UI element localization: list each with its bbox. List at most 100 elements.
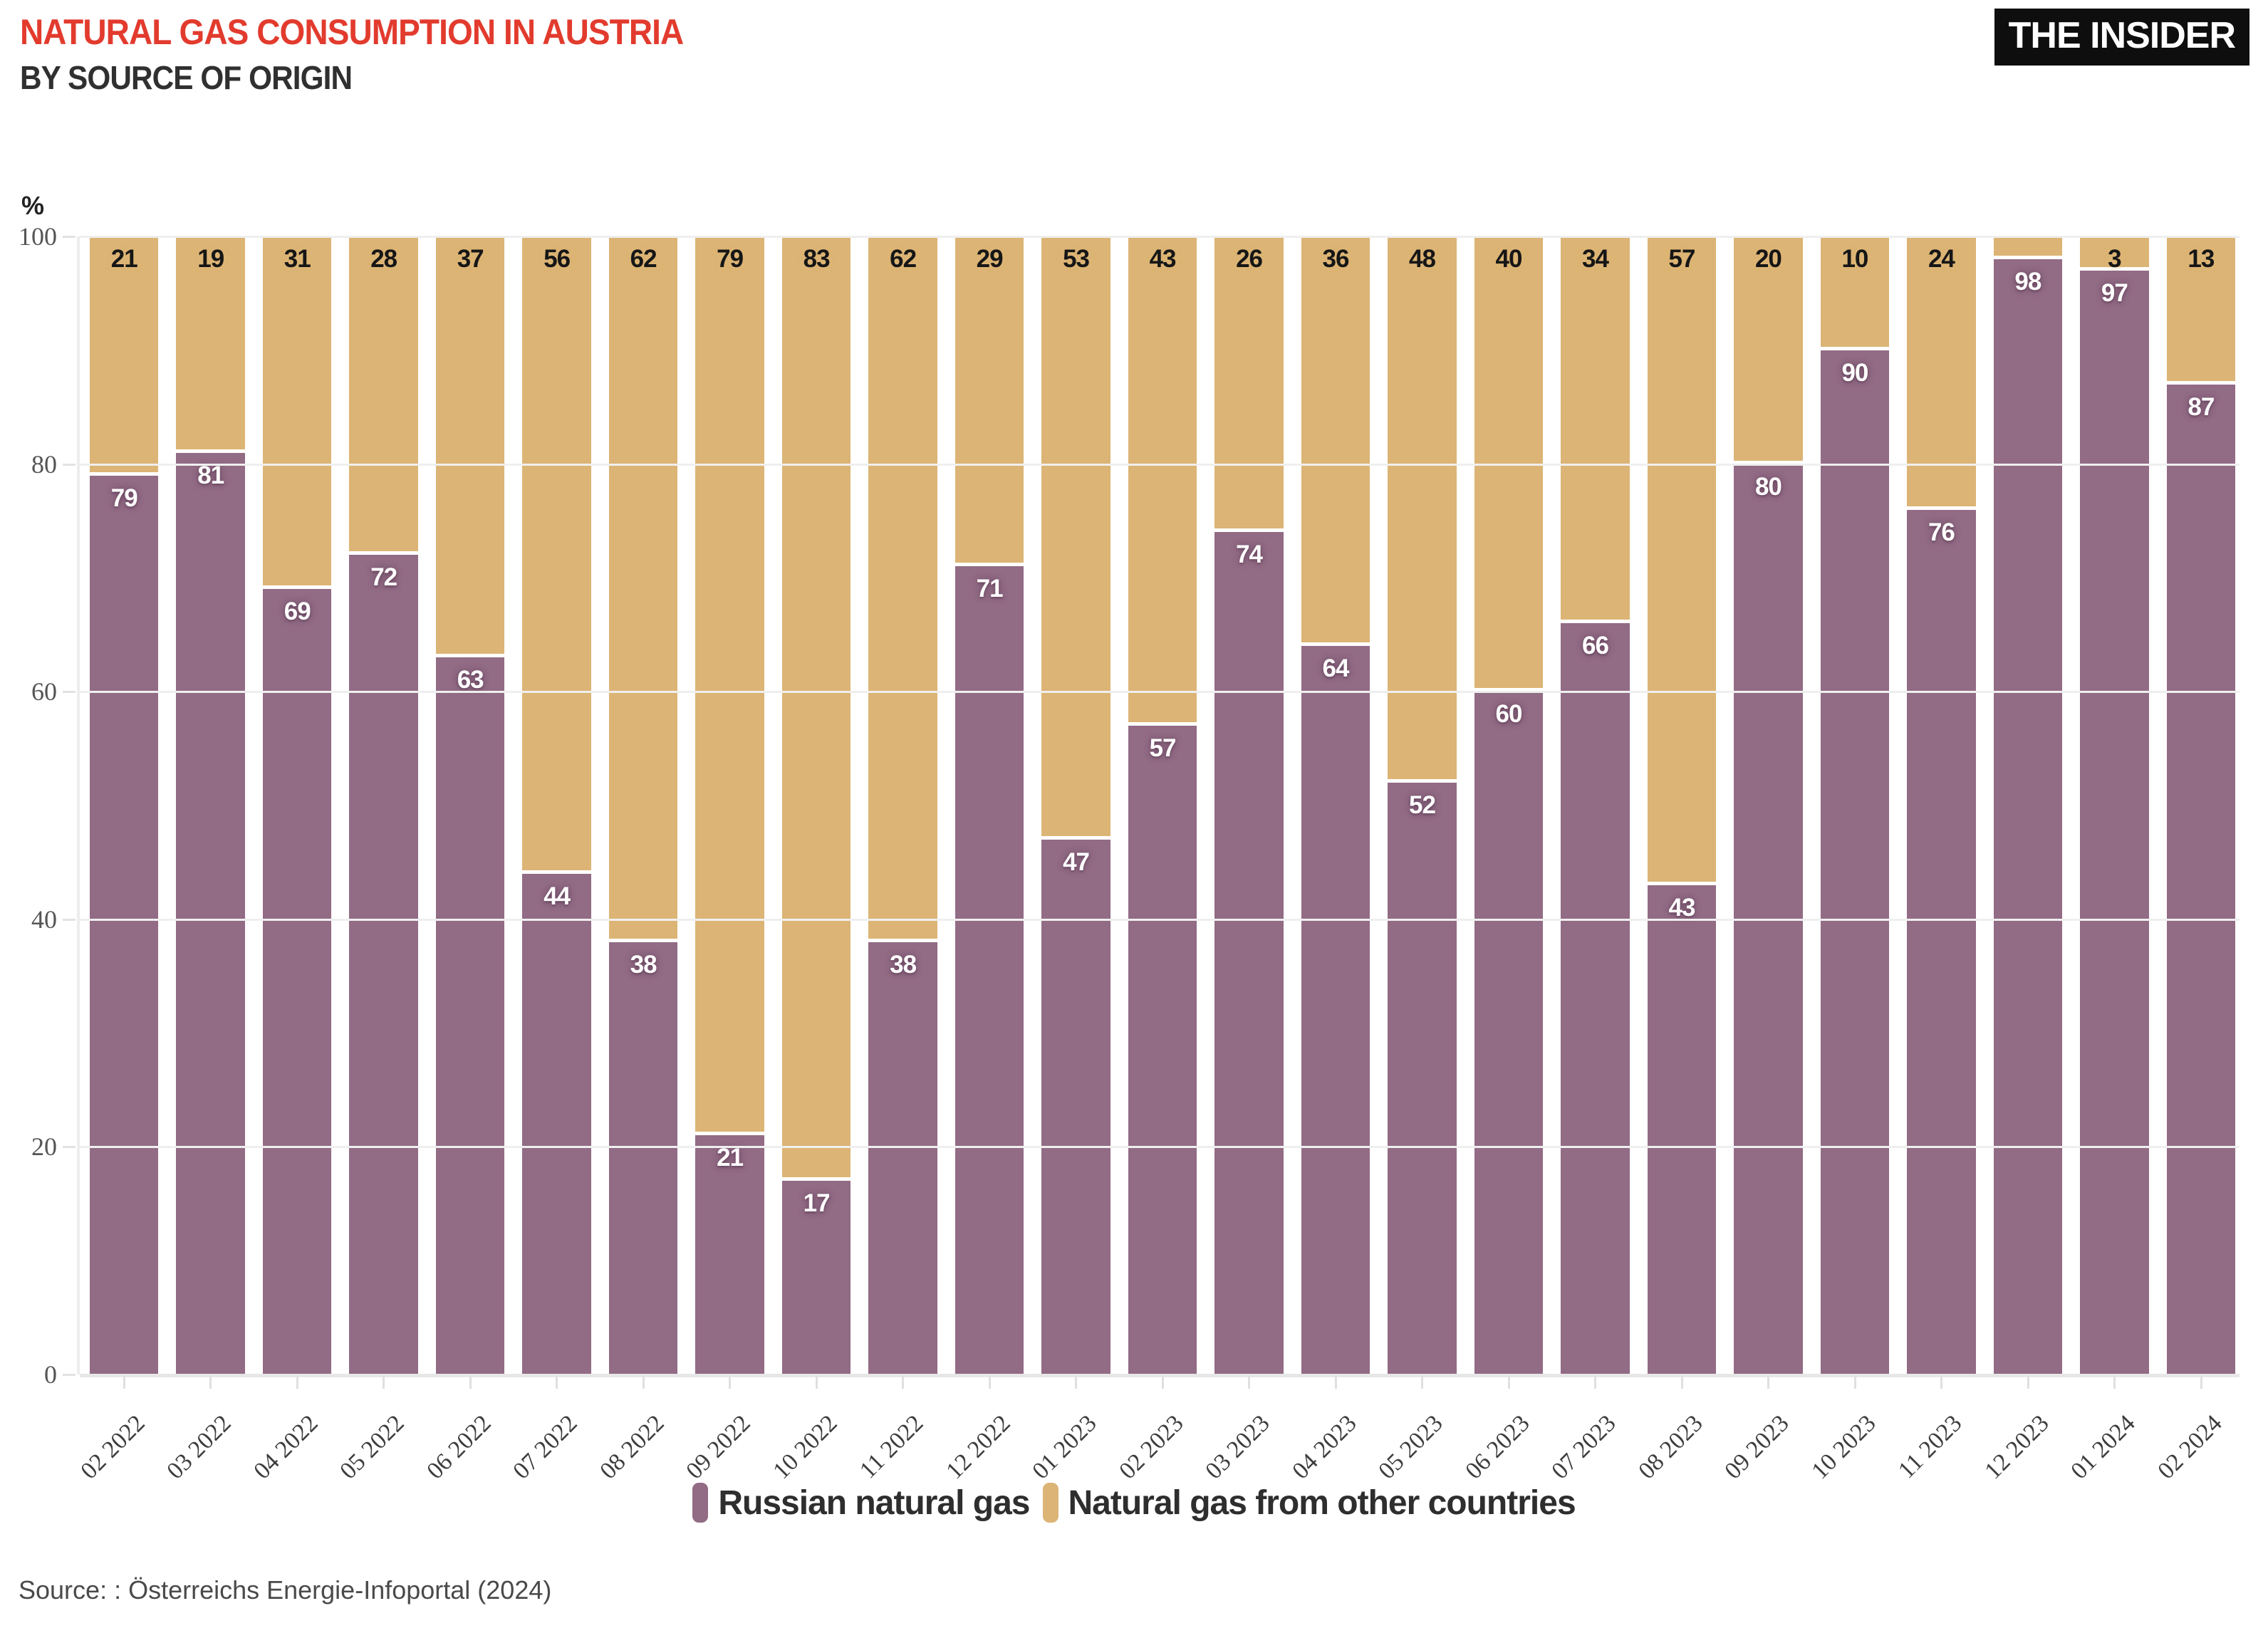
value-label-russian: 69 (284, 598, 311, 626)
bar-segment-other-countries: 62 (868, 236, 937, 942)
bar-group: 34 66 (1561, 236, 1630, 1374)
value-label-other: 37 (457, 245, 484, 273)
value-label-russian: 43 (1668, 893, 1695, 922)
x-tick-mark (989, 1376, 991, 1389)
value-label-russian: 98 (2014, 267, 2041, 296)
gridline (80, 1146, 2240, 1149)
bar-group: 10 90 (1820, 236, 1890, 1374)
bar-segment-russian: 74 (1214, 532, 1284, 1374)
x-tick-mark (1508, 1376, 1510, 1389)
x-tick-mark (209, 1376, 212, 1389)
bar-segment-russian: 71 (954, 566, 1024, 1374)
value-label-other: 83 (803, 245, 831, 273)
y-tick-mark (63, 463, 76, 466)
value-label-russian: 81 (197, 461, 224, 489)
x-tick-label: 06 2023 (1460, 1410, 1535, 1485)
value-label-russian: 97 (2101, 278, 2128, 307)
bar-segment-other-countries: 37 (435, 236, 505, 658)
value-label-other: 34 (1582, 245, 1609, 273)
value-label-russian: 47 (1063, 847, 1090, 876)
bar-segment-russian: 17 (781, 1181, 851, 1374)
bar-segment-other-countries: 10 (1820, 236, 1890, 350)
value-label-russian: 17 (803, 1189, 831, 1218)
bar-group: 62 38 (608, 236, 678, 1374)
value-label-russian: 87 (2188, 392, 2215, 421)
y-tick-label: 80 (31, 449, 57, 479)
bar-group: 36 64 (1301, 236, 1370, 1374)
bar-segment-other-countries: 3 (2080, 236, 2149, 273)
bar-group: 40 60 (1474, 236, 1544, 1374)
chart-legend: Russian natural gas Natural gas from othe… (0, 1483, 2268, 1523)
x-tick-mark (383, 1376, 385, 1389)
x-tick-mark (2200, 1376, 2202, 1389)
bar-segment-other-countries: 36 (1301, 236, 1370, 647)
x-tick-label: 02 2024 (2152, 1410, 2227, 1485)
bar-segment-russian: 43 (1647, 885, 1717, 1374)
value-label-other: 28 (370, 245, 397, 273)
gridline (80, 918, 2240, 921)
x-tick-label: 07 2023 (1546, 1410, 1621, 1485)
bar-group: 62 38 (868, 236, 937, 1374)
x-tick-label: 03 2022 (161, 1410, 236, 1485)
bar-segment-other-countries: 34 (1561, 236, 1630, 624)
bar-group: 3 97 (2080, 236, 2149, 1374)
x-tick-label: 08 2022 (594, 1410, 670, 1485)
x-tick-label: 12 2023 (1979, 1410, 2054, 1485)
value-label-russian: 90 (1841, 358, 1868, 387)
bar-segment-russian: 81 (176, 452, 245, 1374)
value-label-russian: 52 (1409, 791, 1436, 820)
bar-group: 56 44 (522, 236, 591, 1374)
x-tick-label: 11 2022 (854, 1410, 929, 1484)
value-label-other: 3 (2108, 245, 2121, 273)
bar-segment-other-countries: 62 (608, 236, 678, 942)
value-label-other: 10 (1841, 245, 1868, 273)
chart-plot-area: 21 79 19 81 31 69 28 72 37 63 56 44 62 38 79 21 83 17 62 38… (19, 222, 2240, 1484)
x-tick-mark (123, 1376, 125, 1389)
value-label-russian: 63 (457, 666, 484, 694)
value-label-russian: 38 (890, 950, 917, 979)
bar-series-container: 21 79 19 81 31 69 28 72 37 63 56 44 62 38 79 21 83 17 62 38… (90, 236, 2236, 1374)
x-tick-label: 05 2023 (1373, 1410, 1448, 1485)
x-tick-mark (1248, 1376, 1250, 1389)
bar-group: 83 17 (781, 236, 851, 1374)
bar-segment-russian: 47 (1041, 839, 1110, 1374)
value-label-other: 53 (1063, 245, 1090, 273)
bar-segment-other-countries: 13 (2166, 236, 2236, 385)
bar-segment-russian: 76 (1907, 509, 1976, 1374)
bar-group: 57 43 (1647, 236, 1717, 1374)
x-tick-mark (1681, 1376, 1683, 1389)
y-tick-mark (63, 1374, 76, 1376)
value-label-other: 24 (1928, 245, 1955, 273)
x-tick-label: 08 2023 (1633, 1410, 1708, 1485)
x-tick-mark (2027, 1376, 2029, 1389)
bar-segment-other-countries: 48 (1388, 236, 1457, 783)
bar-segment-other-countries: 28 (349, 236, 418, 555)
bar-segment-other-countries: 83 (781, 236, 851, 1181)
value-label-other: 31 (284, 245, 311, 273)
bar-segment-russian: 72 (349, 555, 418, 1374)
gridline (80, 463, 2240, 466)
bar-segment-other-countries: 24 (1907, 236, 1976, 510)
y-tick-label: 20 (31, 1132, 57, 1162)
x-tick-mark (296, 1376, 298, 1389)
y-tick-label: 100 (19, 222, 57, 251)
bar-segment-russian: 52 (1388, 783, 1457, 1374)
bar-segment-russian: 66 (1561, 623, 1630, 1374)
x-tick-mark (1421, 1376, 1423, 1389)
bar-segment-other-countries: 29 (954, 236, 1024, 567)
bar-segment-other-countries: 20 (1734, 236, 1803, 464)
gridline (80, 691, 2240, 694)
bar-segment-russian: 63 (435, 657, 505, 1374)
brand-logo: THE INSIDER (1994, 9, 2249, 66)
value-label-other: 57 (1668, 245, 1695, 273)
x-tick-label: 04 2022 (248, 1410, 323, 1485)
bar-segment-russian: 21 (695, 1135, 764, 1374)
page-subtitle: BY SOURCE OF ORIGIN (20, 59, 353, 96)
x-tick-label: 09 2022 (680, 1410, 756, 1485)
value-label-russian: 57 (1149, 734, 1177, 763)
bar-segment-russian: 38 (868, 941, 937, 1374)
bar-group: 19 81 (176, 236, 245, 1374)
legend-label: Natural gas from other countries (1068, 1483, 1576, 1522)
value-label-other: 21 (110, 245, 138, 273)
legend-swatch (692, 1483, 709, 1523)
